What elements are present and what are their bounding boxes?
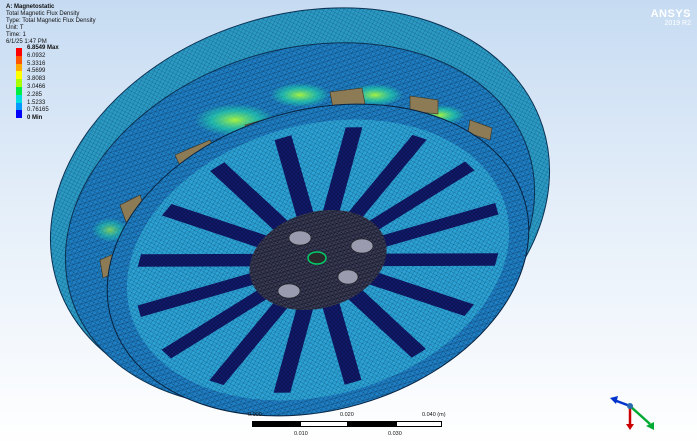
y-axis-head	[646, 422, 654, 430]
legend-value: 2.285	[27, 91, 43, 98]
spoke	[137, 271, 259, 317]
legend-swatch	[16, 71, 22, 80]
legend-swatch	[16, 86, 22, 95]
result-time: Time: 1	[6, 32, 26, 38]
spoke	[274, 135, 315, 221]
legend-min: 0 Min	[27, 115, 43, 122]
scale-label: 0.040 (m)	[422, 412, 446, 418]
spokes	[137, 127, 499, 393]
scale-segment	[300, 421, 348, 427]
result-unit: Unit: T	[6, 25, 24, 31]
spoke	[365, 271, 474, 316]
spoke	[162, 204, 271, 249]
spoke	[137, 253, 259, 267]
spoke	[210, 162, 291, 233]
front-rotor-disk	[106, 103, 530, 417]
z-axis-head	[610, 396, 618, 404]
analysis-info: A: Magnetostatic Total Magnetic Flux Den…	[6, 4, 96, 46]
result-timestamp: 6/1/25 1:47 PM	[6, 39, 47, 45]
legend-swatch	[16, 79, 22, 87]
scale-label: 0.020	[340, 412, 354, 418]
spoke	[322, 127, 363, 215]
axis-triad[interactable]	[608, 388, 668, 438]
legend-value: 6.0932	[27, 52, 46, 59]
result-type: Type: Total Magnetic Flux Density	[6, 18, 96, 24]
triad-origin	[627, 403, 633, 409]
legend-swatch	[16, 102, 22, 111]
scale-segment	[252, 421, 300, 427]
spoke	[377, 203, 499, 249]
spoke	[209, 299, 291, 386]
scale-bar: 0.000 0.020 0.040 (m) 0.010 0.030	[248, 412, 446, 442]
brand-name: ANSYS	[650, 8, 691, 20]
legend-value: 0.76165	[27, 107, 49, 114]
legend-swatch	[16, 63, 22, 72]
legend-swatch	[16, 94, 22, 103]
scale-segment	[396, 421, 442, 427]
legend-swatch	[16, 110, 22, 119]
scale-label: 0.000	[248, 412, 262, 418]
scale-label: 0.030	[388, 431, 402, 437]
legend-swatch	[16, 48, 22, 56]
y-axis-arrow	[629, 405, 651, 425]
brand-version: 2019 R2	[664, 20, 691, 27]
legend-max: 6.8549 Max	[27, 45, 59, 51]
result-name: Total Magnetic Flux Density	[6, 11, 80, 17]
legend-value: 4.5699	[27, 68, 46, 75]
legend-value: 3.0466	[27, 83, 46, 90]
spoke	[161, 288, 271, 359]
spoke	[365, 161, 475, 232]
spoke	[377, 253, 499, 267]
spoke	[273, 305, 314, 393]
scale-label: 0.010	[294, 431, 308, 437]
legend-swatch	[16, 55, 22, 64]
legend-value: 5.3316	[27, 60, 46, 67]
legend-value: 1.5233	[27, 99, 46, 106]
spoke	[321, 299, 362, 385]
legend-value: 3.8083	[27, 76, 46, 83]
spoke	[345, 134, 427, 221]
x-axis-head	[626, 424, 634, 430]
analysis-title: A: Magnetostatic	[6, 4, 55, 10]
ansys-logo: ANSYS 2019 R2	[651, 8, 691, 27]
spoke	[345, 287, 426, 358]
scale-segment	[348, 421, 396, 427]
